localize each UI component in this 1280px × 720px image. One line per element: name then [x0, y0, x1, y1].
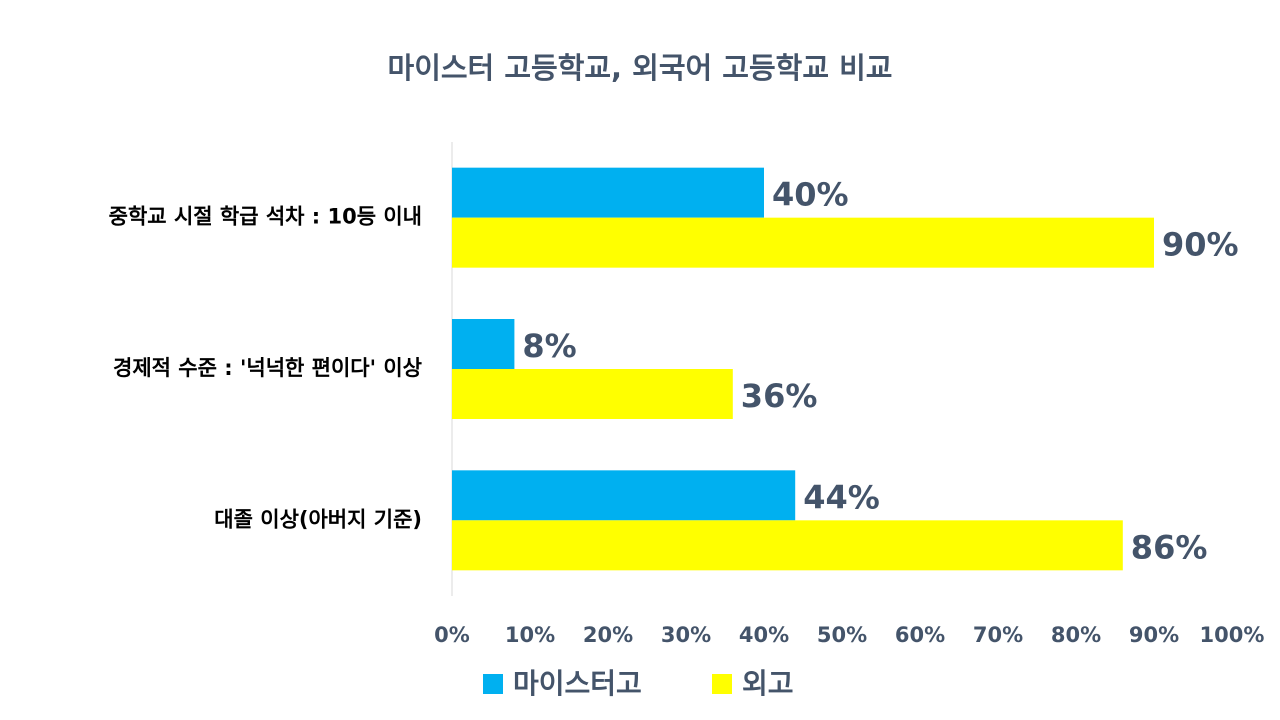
x-tick-label: 90%: [1129, 623, 1179, 647]
x-tick-label: 30%: [661, 623, 711, 647]
y-tick-label: 대졸 이상(아버지 기준): [214, 507, 422, 531]
y-tick-label: 경제적 수준 : '넉넉한 편이다' 이상: [113, 356, 422, 380]
x-tick-label: 40%: [739, 623, 789, 647]
data-label: 86%: [1131, 528, 1208, 566]
x-tick-label: 60%: [895, 623, 945, 647]
legend-swatch: [483, 674, 503, 694]
x-tick-label: 100%: [1200, 623, 1265, 647]
data-label: 8%: [522, 327, 576, 365]
x-tick-label: 10%: [505, 623, 555, 647]
bar: [452, 319, 515, 369]
bar: [452, 520, 1123, 571]
legend-label: 마이스터고: [513, 667, 642, 700]
bar: [452, 217, 1154, 268]
data-label: 36%: [741, 377, 818, 415]
data-label: 40%: [772, 176, 849, 214]
bar: [452, 167, 764, 218]
x-tick-label: 0%: [434, 623, 470, 647]
x-tick-label: 80%: [1051, 623, 1101, 647]
x-tick-label: 50%: [817, 623, 867, 647]
x-tick-label: 70%: [973, 623, 1023, 647]
data-label: 44%: [803, 478, 880, 516]
chart-title: 마이스터 고등학교, 외국어 고등학교 비교: [388, 51, 893, 85]
legend-label: 외고: [742, 667, 794, 700]
data-label: 90%: [1162, 226, 1239, 264]
bar: [452, 369, 733, 419]
y-tick-label: 중학교 시절 학급 석차 : 10등 이내: [109, 205, 422, 229]
bar: [452, 470, 796, 521]
legend-swatch: [712, 674, 732, 694]
x-tick-label: 20%: [583, 623, 633, 647]
